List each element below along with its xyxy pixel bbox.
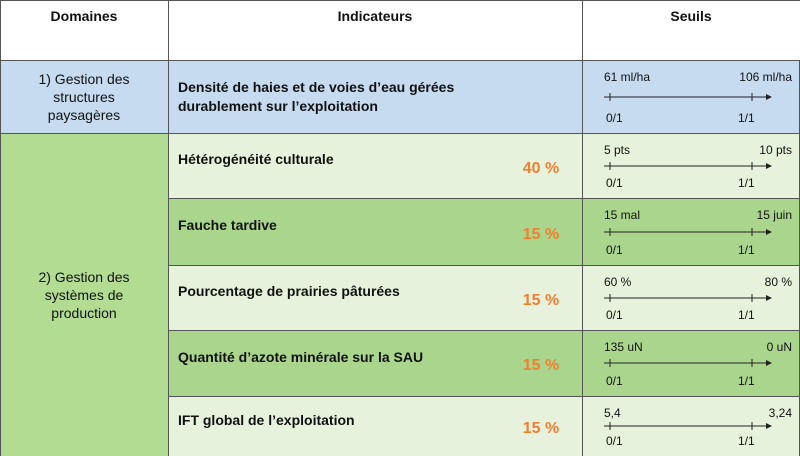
domain-label: 1) Gestion des structures paysagères [38,70,130,123]
header-text: Seuils [670,8,712,24]
scale-arrow [604,161,772,170]
indicator-weight: 15 % [522,291,560,309]
header-text: Domaines [50,8,118,24]
indicator-cell [168,396,583,456]
score-low: 0/1 [606,111,623,125]
score-low: 0/1 [606,434,623,448]
score-low: 0/1 [606,374,623,388]
threshold-max: 0 uN [766,340,792,354]
threshold-min: 135 uN [604,340,643,354]
indicator-name: Hétérogénéité culturale [178,151,334,167]
indicator-cell [168,198,583,266]
threshold-max: 10 pts [759,143,792,157]
scale-arrow [604,92,772,101]
domain-cell [0,133,169,456]
header-cell [168,0,583,61]
domain-label: 2) Gestion des systèmes de production [38,268,130,321]
indicator-cell [168,330,583,397]
threshold-max: 106 ml/ha [739,70,792,84]
score-high: 1/1 [738,374,755,388]
scale-arrow [604,293,772,302]
threshold-min: 5,4 [604,406,621,420]
score-high: 1/1 [738,176,755,190]
threshold-min: 15 mal [604,208,641,222]
threshold-min: 60 % [604,275,632,289]
indicator-name: Fauche tardive [178,217,277,233]
threshold-min: 61 ml/ha [604,70,651,84]
header-cell [582,0,800,61]
score-high: 1/1 [738,434,755,448]
score-low: 0/1 [606,176,623,190]
scale-arrow [604,227,772,236]
indicator-weight: 15 % [522,420,560,437]
score-low: 0/1 [606,243,623,257]
indicator-name: Densité de haies et de voies d’eau gérée… [178,78,455,114]
score-low: 0/1 [606,308,623,322]
indicator-cell [168,265,583,331]
threshold-max: 80 % [764,275,792,289]
threshold-max: 3,24 [768,406,792,420]
scale-arrow [604,359,772,367]
indicator-cell [168,60,583,134]
threshold-max: 15 juin [756,208,792,222]
indicator-weight: 15 % [522,225,560,243]
score-high: 1/1 [738,111,755,125]
header-text: Indicateurs [337,8,413,24]
score-high: 1/1 [738,243,755,257]
threshold-min: 5 pts [604,143,631,157]
indicator-weight: 40 % [522,159,560,177]
indicator-name: IFT global de l’exploitation [178,411,355,428]
indicator-name: Quantité d’azote minérale sur la SAU [178,348,424,365]
indicator-weight: 15 % [522,357,560,374]
indicator-name: Pourcentage de prairies pâturées [178,283,400,299]
header-cell [0,0,169,61]
scale-arrow [604,422,772,430]
score-high: 1/1 [738,308,755,322]
